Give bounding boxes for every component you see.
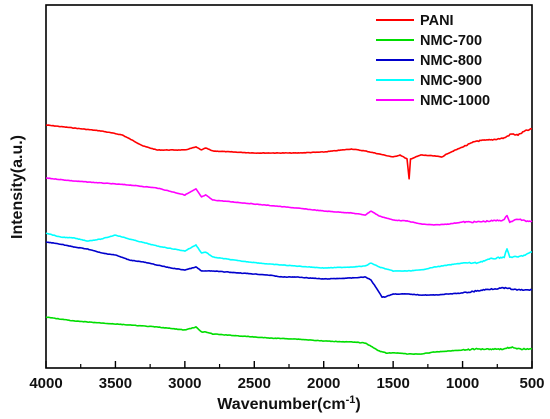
series-line-nmc-800 xyxy=(45,241,533,298)
series-line-nmc-900 xyxy=(45,232,532,273)
x-tick-label: 1500 xyxy=(376,375,409,392)
x-tick-label: 2500 xyxy=(238,375,271,392)
x-tick-label: 2000 xyxy=(307,375,340,392)
legend-label-nmc-900: NMC-900 xyxy=(420,73,482,89)
x-axis-label-superscript: -1 xyxy=(346,394,356,406)
x-tick-label: 500 xyxy=(519,375,544,392)
x-tick-label: 3000 xyxy=(168,375,201,392)
x-tick-label: 4000 xyxy=(29,375,62,392)
x-axis-label: Wavenumber(cm-1) xyxy=(217,394,360,413)
legend-label-nmc-800: NMC-800 xyxy=(420,53,482,69)
legend: PANI NMC-700 NMC-800 NMC-900 NMC-1000 xyxy=(376,13,490,109)
x-axis-ticks xyxy=(45,361,533,368)
series-line-pani xyxy=(45,124,533,180)
series-line-nmc-700 xyxy=(45,316,533,356)
x-axis-label-end: ) xyxy=(355,396,360,413)
x-tick-label: 1000 xyxy=(446,375,479,392)
legend-label-nmc-1000: NMC-1000 xyxy=(420,93,490,109)
x-tick-label: 3500 xyxy=(99,375,132,392)
legend-label-nmc-700: NMC-700 xyxy=(420,33,482,49)
x-axis-tick-labels: 4000 3500 3000 2500 2000 1500 1000 500 xyxy=(29,375,544,392)
series-lines xyxy=(45,124,533,356)
series-line-nmc-1000 xyxy=(45,177,533,226)
x-axis-label-main: Wavenumber(cm xyxy=(217,396,345,413)
legend-label-pani: PANI xyxy=(420,13,454,29)
y-axis-label: Intensity(a.u.) xyxy=(9,135,26,239)
